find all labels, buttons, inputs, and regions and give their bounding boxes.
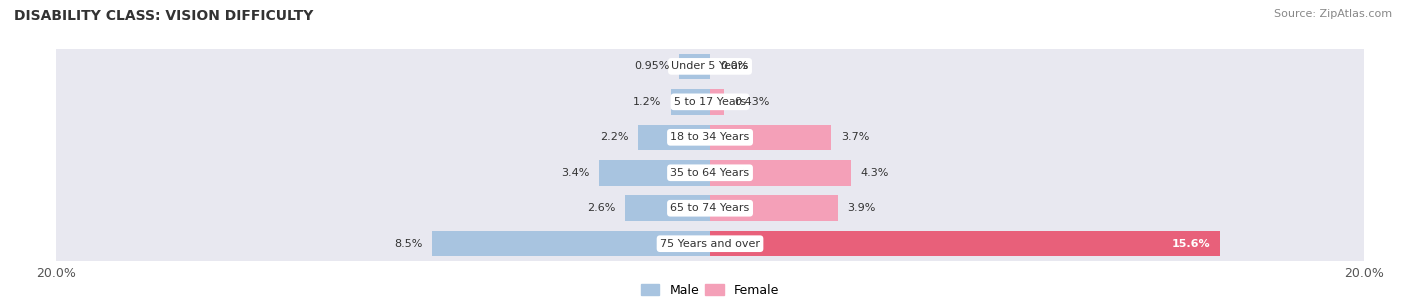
Text: 0.95%: 0.95% (634, 61, 669, 71)
Text: 2.2%: 2.2% (600, 132, 628, 142)
FancyBboxPatch shape (52, 46, 1368, 87)
Text: DISABILITY CLASS: VISION DIFFICULTY: DISABILITY CLASS: VISION DIFFICULTY (14, 9, 314, 23)
Text: 65 to 74 Years: 65 to 74 Years (671, 203, 749, 213)
Text: 3.4%: 3.4% (561, 168, 589, 178)
Text: 3.9%: 3.9% (848, 203, 876, 213)
Text: 75 Years and over: 75 Years and over (659, 239, 761, 249)
Text: 0.0%: 0.0% (720, 61, 748, 71)
Bar (638, 125, 710, 150)
FancyBboxPatch shape (52, 117, 1368, 157)
Text: 18 to 34 Years: 18 to 34 Years (671, 132, 749, 142)
Legend: Male, Female: Male, Female (636, 279, 785, 302)
FancyBboxPatch shape (52, 223, 1368, 264)
Bar (432, 231, 710, 257)
Bar (710, 160, 851, 185)
Text: 8.5%: 8.5% (394, 239, 422, 249)
Text: 5 to 17 Years: 5 to 17 Years (673, 97, 747, 107)
Bar (679, 54, 710, 79)
Text: 1.2%: 1.2% (633, 97, 661, 107)
Bar (710, 195, 838, 221)
Text: 15.6%: 15.6% (1171, 239, 1211, 249)
Bar (626, 195, 710, 221)
Text: Under 5 Years: Under 5 Years (672, 61, 748, 71)
Text: 4.3%: 4.3% (860, 168, 889, 178)
Text: 35 to 64 Years: 35 to 64 Years (671, 168, 749, 178)
Text: Source: ZipAtlas.com: Source: ZipAtlas.com (1274, 9, 1392, 19)
Text: 2.6%: 2.6% (586, 203, 616, 213)
Bar (710, 231, 1220, 257)
Bar (710, 89, 724, 115)
Text: 3.7%: 3.7% (841, 132, 869, 142)
Bar (671, 89, 710, 115)
FancyBboxPatch shape (52, 188, 1368, 229)
FancyBboxPatch shape (52, 153, 1368, 193)
FancyBboxPatch shape (52, 82, 1368, 122)
Text: 0.43%: 0.43% (734, 97, 769, 107)
Bar (599, 160, 710, 185)
Bar (710, 125, 831, 150)
